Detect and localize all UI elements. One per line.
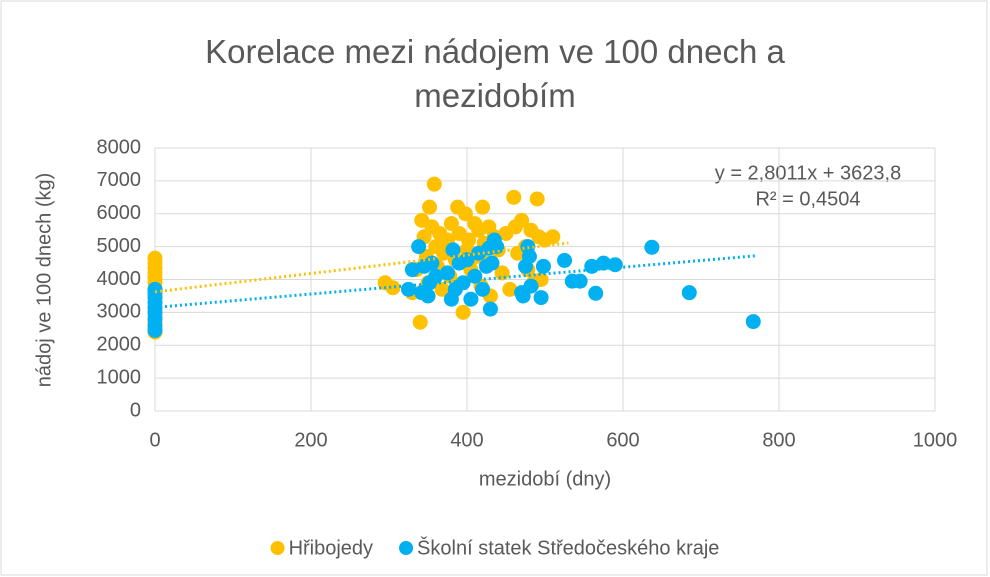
point xyxy=(502,281,518,297)
point xyxy=(420,288,436,304)
point xyxy=(455,275,471,291)
y-tick-label: 3000 xyxy=(97,301,142,323)
point xyxy=(521,248,537,264)
x-tick-label: 1000 xyxy=(913,429,958,451)
point xyxy=(533,290,549,306)
point xyxy=(401,281,416,297)
point xyxy=(529,191,545,207)
point xyxy=(385,280,401,296)
point xyxy=(422,199,438,215)
point xyxy=(412,314,428,330)
trendline xyxy=(154,254,756,309)
x-tick-label: 800 xyxy=(762,429,795,451)
point xyxy=(596,255,611,271)
point xyxy=(475,199,491,215)
legend-marker xyxy=(270,541,285,555)
legend: Hřibojedy Školní statek Středočeského kra… xyxy=(270,536,719,559)
point xyxy=(572,273,588,289)
point xyxy=(514,212,530,228)
point xyxy=(467,268,483,284)
point xyxy=(404,262,420,278)
point xyxy=(584,258,600,274)
point xyxy=(424,255,440,271)
point xyxy=(426,176,442,192)
chart-title: Korelace mezi nádojem ve 100 dnech a mez… xyxy=(205,33,785,114)
x-axis-label: mezidobí (dny) xyxy=(479,468,611,490)
point xyxy=(681,285,697,301)
y-tick-label: 7000 xyxy=(97,169,142,191)
point xyxy=(440,265,455,281)
point xyxy=(463,291,479,307)
point xyxy=(588,285,604,301)
legend-label: Školní statek Středočeského kraje xyxy=(417,536,719,559)
legend-marker xyxy=(399,541,414,555)
y-tick-label: 6000 xyxy=(97,202,142,224)
point xyxy=(147,250,163,266)
trend-r2: R² = 0,4504 xyxy=(755,188,860,210)
point xyxy=(745,314,761,330)
point xyxy=(506,189,522,205)
point xyxy=(484,255,500,271)
y-tick-label: 1000 xyxy=(97,366,142,388)
point xyxy=(445,242,461,258)
point xyxy=(434,281,450,297)
point xyxy=(475,281,491,297)
legend-label: Hřibojedy xyxy=(289,537,373,559)
point xyxy=(428,268,444,284)
point xyxy=(523,278,539,294)
x-tick-label: 600 xyxy=(606,429,639,451)
trendline xyxy=(154,241,569,294)
point xyxy=(535,258,551,274)
y-tick-label: 8000 xyxy=(97,136,142,158)
point xyxy=(545,229,561,245)
point xyxy=(607,257,623,273)
point xyxy=(494,265,510,281)
point xyxy=(461,232,477,248)
x-tick-label: 0 xyxy=(149,429,160,451)
point xyxy=(557,252,572,268)
y-tick-label: 4000 xyxy=(97,268,142,290)
point xyxy=(457,206,473,222)
point xyxy=(455,304,471,320)
x-tick-label: 200 xyxy=(294,429,327,451)
y-tick-label: 5000 xyxy=(97,235,142,257)
point xyxy=(644,239,660,255)
y-tick-label: 0 xyxy=(130,399,141,421)
trend-equation: y = 2,8011x + 3623,8 xyxy=(715,162,901,184)
point xyxy=(411,239,427,255)
y-axis-label: nádoj ve 100 dnech (kg) xyxy=(33,173,55,388)
y-tick-label: 2000 xyxy=(97,334,142,356)
x-tick-label: 400 xyxy=(450,429,483,451)
point xyxy=(147,281,163,297)
point xyxy=(482,301,498,317)
point xyxy=(489,239,505,255)
series xyxy=(147,232,761,338)
